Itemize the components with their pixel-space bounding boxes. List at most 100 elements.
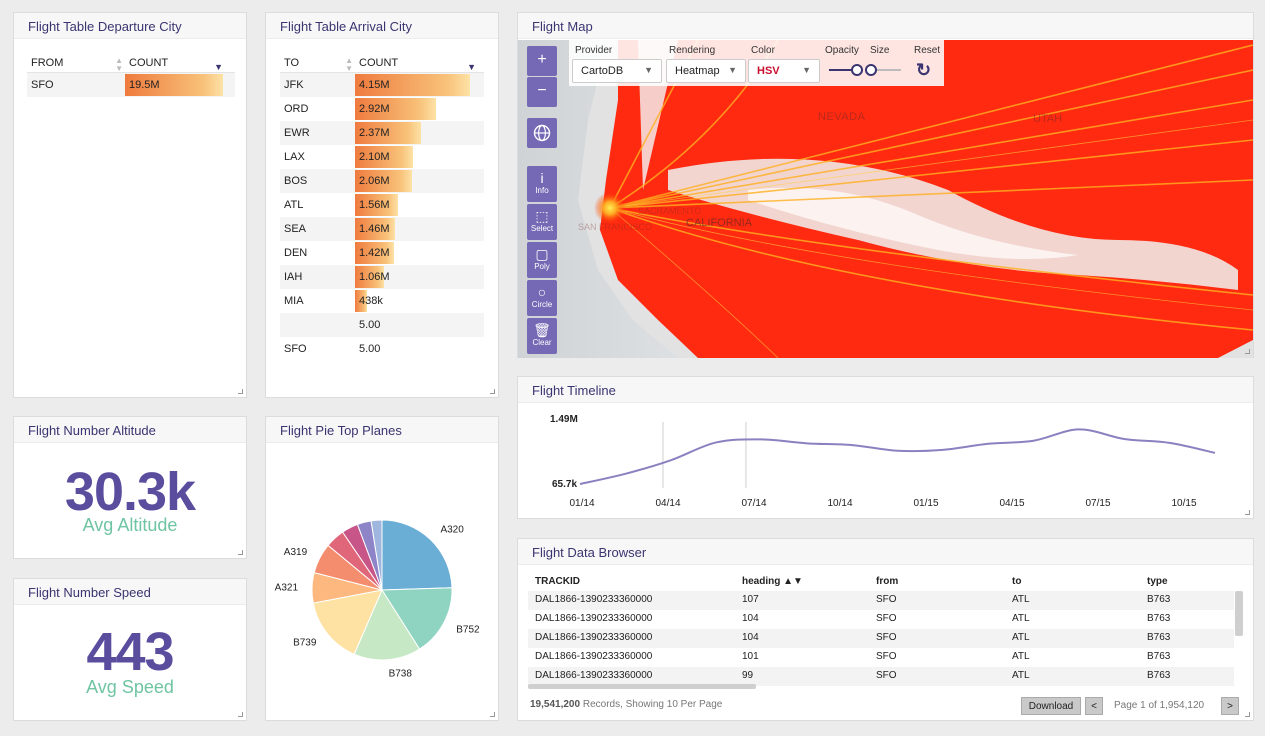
- pie-chart: A320 B752 B738 B739 A321 A319: [275, 519, 480, 680]
- table-row[interactable]: JFK 4.15M: [280, 73, 484, 97]
- table-row[interactable]: BOS 2.06M: [280, 169, 484, 193]
- resize-handle[interactable]: [1245, 349, 1250, 354]
- opacity-slider[interactable]: [829, 64, 863, 76]
- table-row[interactable]: LAX 2.10M: [280, 145, 484, 169]
- size-slider[interactable]: [865, 64, 901, 76]
- table-row[interactable]: SEA 1.46M: [280, 217, 484, 241]
- count-cell: 2.10M: [355, 146, 478, 168]
- table-row[interactable]: EWR 2.37M: [280, 121, 484, 145]
- rendering-select[interactable]: Heatmap ▼: [666, 59, 746, 83]
- map-canvas[interactable]: NEVADA UTAH CALIFORNIA SACRAMENTO SAN FR…: [518, 40, 1253, 358]
- resize-handle[interactable]: [238, 712, 243, 717]
- next-page-button[interactable]: >: [1221, 697, 1239, 715]
- column-header-count[interactable]: COUNT ▼: [359, 56, 476, 72]
- avg-altitude-caption: Avg Altitude: [82, 515, 178, 535]
- timeline-series-line[interactable]: [579, 428, 1216, 485]
- table-cell: 99: [742, 670, 754, 681]
- count-label: 2.10M: [359, 151, 390, 163]
- table-row[interactable]: SFO 19.5M: [27, 73, 235, 97]
- pie-slice[interactable]: [381, 519, 453, 591]
- opacity-slider-knob[interactable]: [851, 64, 863, 76]
- table-row[interactable]: ORD 2.92M: [280, 97, 484, 121]
- timeline-x-tick-label: 04/14: [655, 498, 680, 509]
- table-row[interactable]: DEN 1.42M: [280, 241, 484, 265]
- pie-slice[interactable]: [370, 519, 383, 591]
- zoom-in-button[interactable]: +: [527, 46, 557, 76]
- table-row[interactable]: ATL 1.56M: [280, 193, 484, 217]
- count-cell: 2.37M: [355, 122, 478, 144]
- column-header-to[interactable]: TO ▲ ▼: [284, 55, 353, 73]
- count-label: 4.15M: [359, 79, 390, 91]
- info-icon: i: [540, 170, 544, 186]
- column-header-to[interactable]: to: [1012, 576, 1022, 587]
- size-slider-knob[interactable]: [865, 64, 877, 76]
- city-cell: SFO: [31, 79, 54, 91]
- vertical-scrollbar[interactable]: [1235, 591, 1243, 636]
- table-cell: ATL: [1012, 613, 1030, 624]
- globe-button[interactable]: [527, 118, 557, 148]
- data-browser-panel: Flight Data Browser TRACKID heading ▲▼ f…: [517, 538, 1254, 721]
- table-row[interactable]: DAL1866-1390233360000 104 SFO ATL B763: [528, 610, 1234, 629]
- provider-select[interactable]: CartoDB ▼: [572, 59, 662, 83]
- heatmap-layer[interactable]: NEVADA UTAH CALIFORNIA SACRAMENTO SAN FR…: [518, 40, 1253, 358]
- city-cell: JFK: [284, 79, 304, 91]
- tool-button-circle[interactable]: ○ Circle: [527, 280, 557, 316]
- table-row[interactable]: MIA 438k: [280, 289, 484, 313]
- tool-button-poly[interactable]: ▢ Poly: [527, 242, 557, 278]
- column-header-trackid[interactable]: TRACKID: [535, 576, 580, 587]
- resize-handle[interactable]: [490, 712, 495, 717]
- speed-panel: Flight Number Speed 443 Avg Speed: [13, 578, 247, 721]
- table-row[interactable]: IAH 1.06M: [280, 265, 484, 289]
- reset-icon[interactable]: ↻: [916, 60, 932, 80]
- download-button[interactable]: Download: [1021, 697, 1081, 715]
- avg-speed-value: 443: [86, 622, 174, 682]
- column-header-from[interactable]: FROM ▲ ▼: [31, 55, 123, 73]
- horizontal-scrollbar[interactable]: [528, 684, 756, 689]
- table-row[interactable]: DAL1866-1390233360000 101 SFO ATL B763: [528, 648, 1234, 667]
- provider-label: Provider: [575, 45, 613, 56]
- column-header-heading[interactable]: heading ▲▼: [742, 576, 803, 587]
- data-browser-body: DAL1866-1390233360000 107 SFO ATL B763 DAL186…: [518, 591, 1253, 686]
- table-cell: SFO: [876, 651, 897, 662]
- tool-label: Select: [530, 224, 554, 233]
- table-row[interactable]: 5.00: [280, 313, 484, 337]
- zoom-out-button[interactable]: −: [527, 77, 557, 107]
- prev-page-button[interactable]: <: [1085, 697, 1103, 715]
- column-header-count[interactable]: COUNT ▼: [129, 56, 223, 72]
- tool-button-info[interactable]: i Info: [527, 166, 557, 202]
- count-bar: [355, 170, 413, 192]
- resize-handle[interactable]: [1245, 712, 1250, 717]
- sort-icon: ▲ ▼: [345, 55, 353, 73]
- map-panel: Flight Map: [517, 12, 1254, 358]
- table-header: FROM ▲ ▼ COUNT ▼: [27, 53, 235, 73]
- count-cell: 1.56M: [355, 194, 478, 216]
- table-row[interactable]: DAL1866-1390233360000 104 SFO ATL B763: [528, 629, 1234, 648]
- table-cell: SFO: [876, 613, 897, 624]
- column-header-from[interactable]: from: [876, 576, 899, 587]
- timeline-chart[interactable]: 1.49M 65.7k 01/14 04/14 07/14 10/14 01/15 04/15…: [518, 404, 1253, 518]
- resize-handle[interactable]: [1245, 510, 1250, 515]
- city-cell: MIA: [284, 295, 304, 307]
- pie-slice[interactable]: [312, 589, 383, 655]
- resize-handle[interactable]: [490, 389, 495, 394]
- color-select[interactable]: HSV ▼: [748, 59, 820, 83]
- city-cell: BOS: [284, 175, 308, 187]
- pie-slice[interactable]: [353, 588, 421, 661]
- table-body: SFO 19.5M: [27, 73, 235, 97]
- tool-button-clear[interactable]: 🗑 Clear: [527, 318, 557, 354]
- size-label: Size: [870, 45, 890, 56]
- resize-handle[interactable]: [238, 550, 243, 555]
- table-row[interactable]: DAL1866-1390233360000 99 SFO ATL B763: [528, 667, 1234, 686]
- table-cell: B763: [1147, 651, 1171, 662]
- records-text: Records, Showing 10 Per Page: [582, 699, 723, 710]
- table-row[interactable]: DAL1866-1390233360000 107 SFO ATL B763: [528, 591, 1234, 610]
- table-cell: DAL1866-1390233360000: [535, 613, 653, 624]
- column-header-type[interactable]: type: [1147, 576, 1168, 587]
- table-cell: B763: [1147, 594, 1171, 605]
- resize-handle[interactable]: [238, 389, 243, 394]
- pie-slice[interactable]: [381, 587, 453, 650]
- count-bar: [355, 290, 368, 312]
- reset-label: Reset: [914, 45, 941, 56]
- table-row[interactable]: SFO 5.00: [280, 337, 484, 361]
- tool-button-select[interactable]: ⬚ Select: [527, 204, 557, 240]
